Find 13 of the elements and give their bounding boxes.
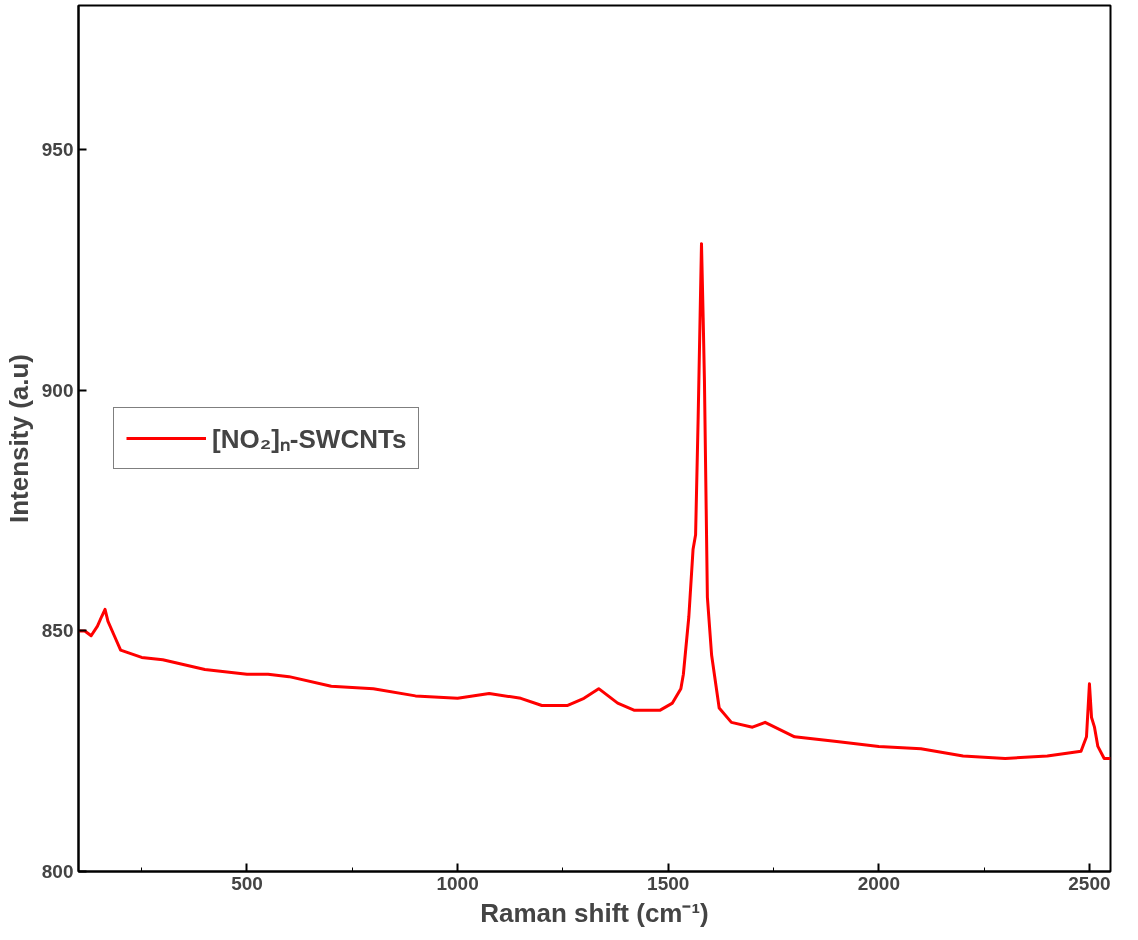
x-tick-label: 500	[231, 872, 263, 894]
x-tick-label: 1500	[647, 872, 690, 894]
y-tick-label: 850	[41, 620, 74, 642]
y-axis-title: Intensity (a.u)	[3, 353, 34, 524]
line-series	[78, 242, 1111, 760]
x-tick-label: 2500	[1068, 872, 1111, 894]
x-tick-label: 2000	[857, 872, 900, 894]
y-tick-label: 900	[41, 379, 74, 401]
x-tick-label: 1000	[436, 872, 479, 894]
y-tick-label: 950	[41, 139, 74, 161]
y-tick-label: 800	[41, 861, 74, 882]
legend-label: [NO₂]ₙ-SWCNTs	[212, 423, 407, 456]
x-axis-title: Raman shift (cm⁻¹)	[480, 897, 709, 928]
